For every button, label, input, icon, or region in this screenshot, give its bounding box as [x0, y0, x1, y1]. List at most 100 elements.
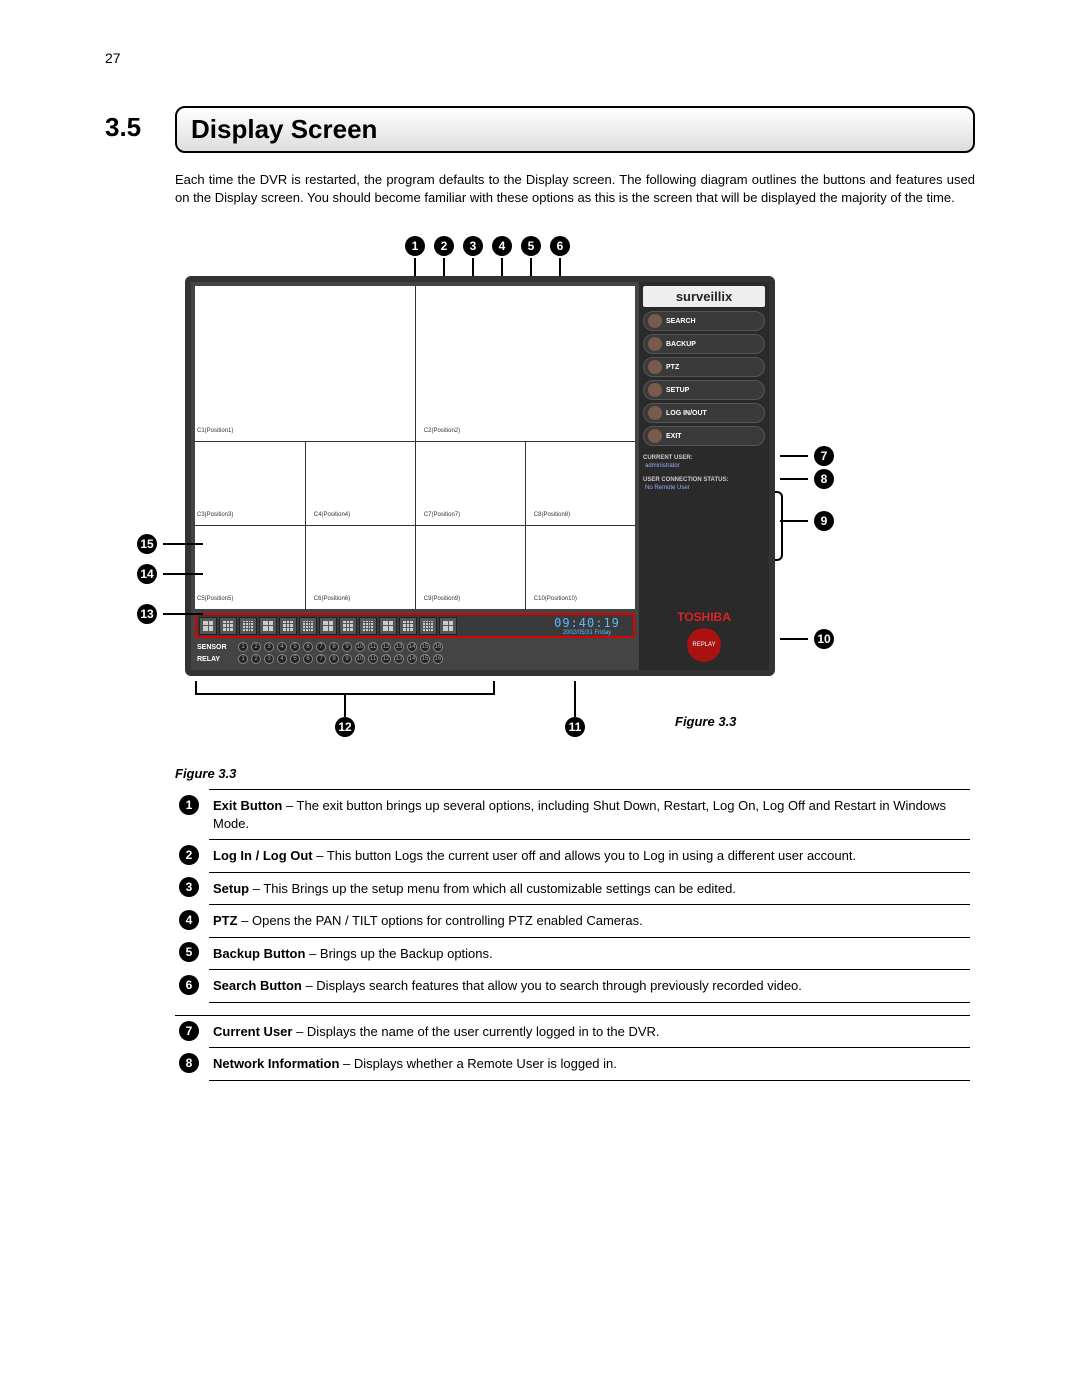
- disk-icon: [648, 337, 662, 351]
- callout-badge-7: 7: [814, 446, 834, 466]
- clock-box: 09:40:19 2002/05/31 Friday: [547, 616, 627, 636]
- status-led: 3: [264, 642, 274, 652]
- status-led: 1: [238, 642, 248, 652]
- cam-label: C4(Position4): [314, 512, 350, 518]
- layout-button[interactable]: [279, 617, 297, 635]
- video-grid: C1(Position1) C2(Position2) C3(Position3…: [195, 286, 635, 609]
- layout-button[interactable]: [319, 617, 337, 635]
- figure-diagram: 1 2 3 4 5 6 C1(Position1) C2(Position2): [175, 236, 875, 736]
- status-led: 14: [407, 642, 417, 652]
- clock-time: 09:40:19: [547, 616, 627, 630]
- status-led: 8: [329, 642, 339, 652]
- layout-button[interactable]: [339, 617, 357, 635]
- legend-badge: 5: [179, 942, 199, 962]
- search-button[interactable]: SEARCH: [643, 311, 765, 331]
- status-led: 5: [290, 642, 300, 652]
- callout-badge-15: 15: [137, 534, 157, 554]
- legend-badge: 4: [179, 910, 199, 930]
- sensor-label: SENSOR: [197, 644, 235, 651]
- callout-badge-1: 1: [405, 236, 425, 256]
- layout-button[interactable]: [439, 617, 457, 635]
- cam-label: C6(Position6): [314, 596, 350, 602]
- status-led: 7: [316, 642, 326, 652]
- legend-row: 3 Setup – This Brings up the setup menu f…: [175, 872, 970, 905]
- status-led: 9: [342, 654, 352, 664]
- layout-button[interactable]: [259, 617, 277, 635]
- callouts-top: 1 2 3 4 5 6: [405, 236, 570, 256]
- status-led: 4: [277, 642, 287, 652]
- layout-button[interactable]: [379, 617, 397, 635]
- callout-badge-12: 12: [335, 717, 355, 737]
- status-led: 8: [329, 654, 339, 664]
- cam-label: C10(Position10): [534, 596, 577, 602]
- dvr-screenshot: C1(Position1) C2(Position2) C3(Position3…: [185, 276, 775, 676]
- status-led: 3: [264, 654, 274, 664]
- section-header: 3.5 Display Screen: [105, 106, 975, 153]
- layout-button[interactable]: [219, 617, 237, 635]
- status-led: 2: [251, 654, 261, 664]
- layout-button[interactable]: [399, 617, 417, 635]
- callout-9: 9: [780, 511, 834, 531]
- ptz-button[interactable]: PTZ: [643, 357, 765, 377]
- status-led: 13: [394, 654, 404, 664]
- legend-badge: 7: [179, 1021, 199, 1041]
- status-led: 12: [381, 654, 391, 664]
- legend-text: Log In / Log Out – This button Logs the …: [209, 840, 970, 873]
- legend-text: Setup – This Brings up the setup menu fr…: [209, 872, 970, 905]
- legend-row: 4 PTZ – Opens the PAN / TILT options for …: [175, 905, 970, 938]
- callout-badge-3: 3: [463, 236, 483, 256]
- status-led: 7: [316, 654, 326, 664]
- cam-label: C5(Position5): [197, 596, 233, 602]
- legend-badge: 3: [179, 877, 199, 897]
- callout-badge-6: 6: [550, 236, 570, 256]
- layout-button[interactable]: [299, 617, 317, 635]
- layout-button[interactable]: [239, 617, 257, 635]
- figure-label-inline: Figure 3.3: [675, 714, 736, 729]
- brand-label: TOSHIBA: [643, 610, 765, 624]
- callout-badge-4: 4: [492, 236, 512, 256]
- backup-button[interactable]: BACKUP: [643, 334, 765, 354]
- callout-8: 8: [780, 469, 834, 489]
- layout-button[interactable]: [419, 617, 437, 635]
- login-button[interactable]: LOG IN/OUT: [643, 403, 765, 423]
- ptz-icon: [648, 360, 662, 374]
- legend-badge: 1: [179, 795, 199, 815]
- current-user-label: CURRENT USER:: [643, 455, 765, 461]
- figure-caption: Figure 3.3: [175, 766, 975, 781]
- page-number: 27: [105, 50, 975, 66]
- callout-13: 13: [137, 604, 203, 624]
- legend-row: 2Log In / Log Out – This button Logs the…: [175, 840, 970, 873]
- callout-7: 7: [780, 446, 834, 466]
- callout-badge-8: 8: [814, 469, 834, 489]
- cam-label: C3(Position3): [197, 512, 233, 518]
- replay-button[interactable]: REPLAY: [687, 628, 721, 662]
- status-led: 11: [368, 654, 378, 664]
- legend-text: Search Button – Displays search features…: [209, 970, 970, 1003]
- side-btn-label: BACKUP: [666, 341, 696, 348]
- status-led: 10: [355, 654, 365, 664]
- gear-icon: [648, 383, 662, 397]
- legend-row: 7Current User – Displays the name of the…: [175, 1016, 970, 1048]
- status-led: 6: [303, 642, 313, 652]
- callout-badge-13: 13: [137, 604, 157, 624]
- status-led: 4: [277, 654, 287, 664]
- layout-button[interactable]: [359, 617, 377, 635]
- logo: surveillix: [643, 286, 765, 307]
- status-led: 16: [433, 654, 443, 664]
- setup-button[interactable]: SETUP: [643, 380, 765, 400]
- status-led: 15: [420, 654, 430, 664]
- eye-icon: [648, 314, 662, 328]
- callout-badge-5: 5: [521, 236, 541, 256]
- legend-text: Exit Button – The exit button brings up …: [209, 790, 970, 840]
- section-number: 3.5: [105, 106, 175, 153]
- current-user-value: administrator: [645, 463, 763, 469]
- exit-button[interactable]: EXIT: [643, 426, 765, 446]
- legend-table: 1 Exit Button – The exit button brings up…: [175, 789, 970, 1081]
- status-led: 2: [251, 642, 261, 652]
- intro-paragraph: Each time the DVR is restarted, the prog…: [175, 171, 975, 206]
- callout-badge-9: 9: [814, 511, 834, 531]
- cam-label: C1(Position1): [197, 428, 233, 434]
- dvr-main-area: C1(Position1) C2(Position2) C3(Position3…: [191, 282, 639, 670]
- legend-text: PTZ – Opens the PAN / TILT options for c…: [209, 905, 970, 938]
- callout-10: 10: [780, 629, 834, 649]
